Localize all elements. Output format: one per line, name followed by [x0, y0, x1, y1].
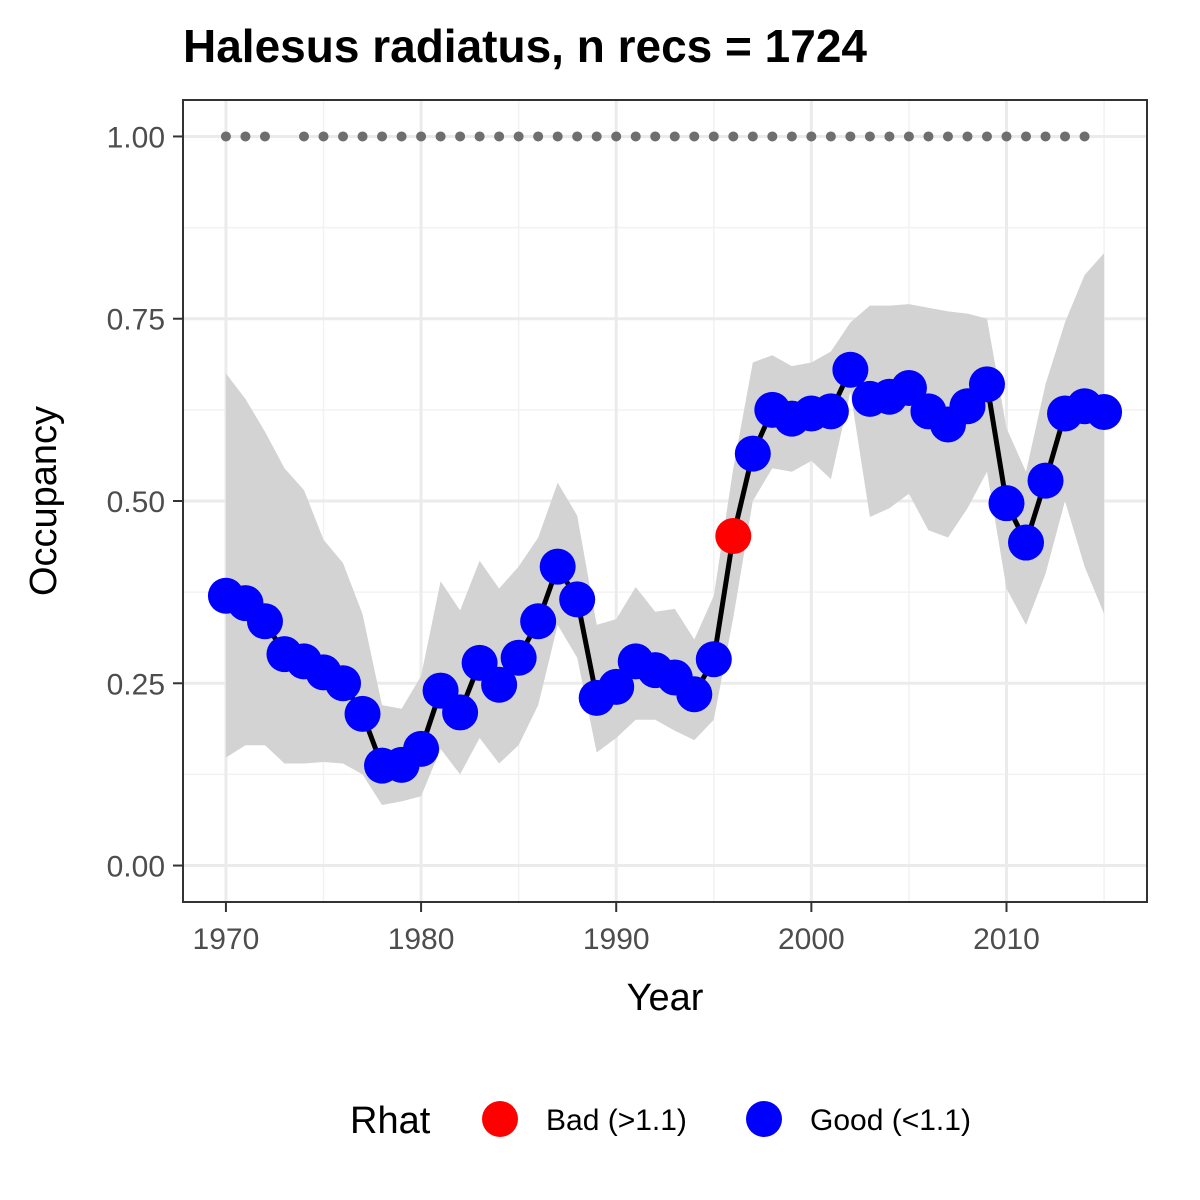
data-year-marker [533, 131, 544, 142]
data-year-marker [884, 131, 895, 142]
data-year-marker [338, 131, 349, 142]
occupancy-point [246, 603, 283, 640]
data-year-marker [455, 131, 466, 142]
y-tick-label: 0.25 [107, 668, 165, 701]
points-layer [207, 351, 1123, 784]
data-year-marker [416, 131, 427, 142]
occupancy-point [695, 641, 732, 678]
data-year-marker [259, 131, 270, 142]
plot-panel [182, 99, 1148, 903]
occupancy-point [500, 639, 537, 676]
data-year-marker [650, 131, 661, 142]
occupancy-point [481, 666, 518, 703]
occupancy-point [1008, 524, 1045, 561]
data-year-marker [572, 131, 583, 142]
data-year-marker [962, 131, 973, 142]
occupancy-point [832, 351, 869, 388]
data-year-marker [1079, 131, 1090, 142]
occupancy-point [968, 366, 1005, 403]
x-tick-label: 1990 [583, 923, 650, 956]
data-year-marker [747, 131, 758, 142]
data-year-marker [786, 131, 797, 142]
data-years-layer [220, 131, 1090, 142]
x-tick-label: 1970 [193, 923, 260, 956]
data-year-marker [591, 131, 602, 142]
data-year-marker [1001, 131, 1012, 142]
occupancy-point [1086, 394, 1123, 431]
x-tick-label: 1980 [388, 923, 455, 956]
y-tick-label: 0.50 [107, 486, 165, 519]
data-year-marker [942, 131, 953, 142]
legend: Rhat Bad (>1.1) Good (<1.1) [350, 1100, 971, 1142]
occupancy-point [734, 435, 771, 472]
occupancy-point [715, 517, 752, 554]
occupancy-point [539, 548, 576, 585]
legend-label-bad: Bad (>1.1) [546, 1104, 687, 1137]
data-year-marker [1060, 131, 1071, 142]
data-year-marker [708, 131, 719, 142]
y-tick-label: 0.00 [107, 851, 165, 884]
data-year-marker [864, 131, 875, 142]
chart-title: Halesus radiatus, n recs = 1724 [183, 20, 867, 72]
legend-label-good: Good (<1.1) [810, 1104, 971, 1137]
data-year-marker [377, 131, 388, 142]
data-year-marker [903, 131, 914, 142]
x-axis-title: Year [627, 977, 704, 1019]
occupancy-point [325, 665, 362, 702]
occupancy-point [559, 581, 596, 618]
data-year-marker [611, 131, 622, 142]
data-year-marker [552, 131, 563, 142]
y-tick-label: 1.00 [107, 121, 165, 154]
occupancy-point [403, 730, 440, 767]
x-axis: 1970 1980 1990 2000 2010 [193, 902, 1040, 956]
data-year-marker [630, 131, 641, 142]
x-tick-label: 2010 [973, 923, 1040, 956]
data-year-marker [240, 131, 251, 142]
occupancy-point [442, 694, 479, 731]
occupancy-point [520, 603, 557, 640]
occupancy-point [676, 676, 713, 713]
occupancy-point [598, 668, 635, 705]
y-axis: 0.00 0.25 0.50 0.75 1.00 [107, 121, 183, 884]
occupancy-point [812, 393, 849, 430]
data-year-marker [806, 131, 817, 142]
data-year-marker [220, 131, 231, 142]
data-year-marker [767, 131, 778, 142]
data-year-marker [318, 131, 329, 142]
data-year-marker [689, 131, 700, 142]
occupancy-point [988, 485, 1025, 522]
data-year-marker [728, 131, 739, 142]
data-year-marker [981, 131, 992, 142]
data-year-marker [825, 131, 836, 142]
data-year-marker [1040, 131, 1051, 142]
legend-key-good [746, 1101, 782, 1137]
data-year-marker [298, 131, 309, 142]
data-year-marker [513, 131, 524, 142]
occupancy-point [344, 695, 381, 732]
data-year-marker [669, 131, 680, 142]
data-year-marker [357, 131, 368, 142]
data-year-marker [923, 131, 934, 142]
y-tick-label: 0.75 [107, 304, 165, 337]
data-year-marker [396, 131, 407, 142]
occupancy-point [1027, 462, 1064, 499]
legend-title: Rhat [350, 1100, 431, 1142]
y-axis-title: Occupancy [23, 406, 65, 596]
data-year-marker [474, 131, 485, 142]
legend-key-bad [482, 1101, 518, 1137]
data-year-marker [435, 131, 446, 142]
data-year-marker [1021, 131, 1032, 142]
data-year-marker [845, 131, 856, 142]
x-tick-label: 2000 [778, 923, 845, 956]
data-year-marker [494, 131, 505, 142]
